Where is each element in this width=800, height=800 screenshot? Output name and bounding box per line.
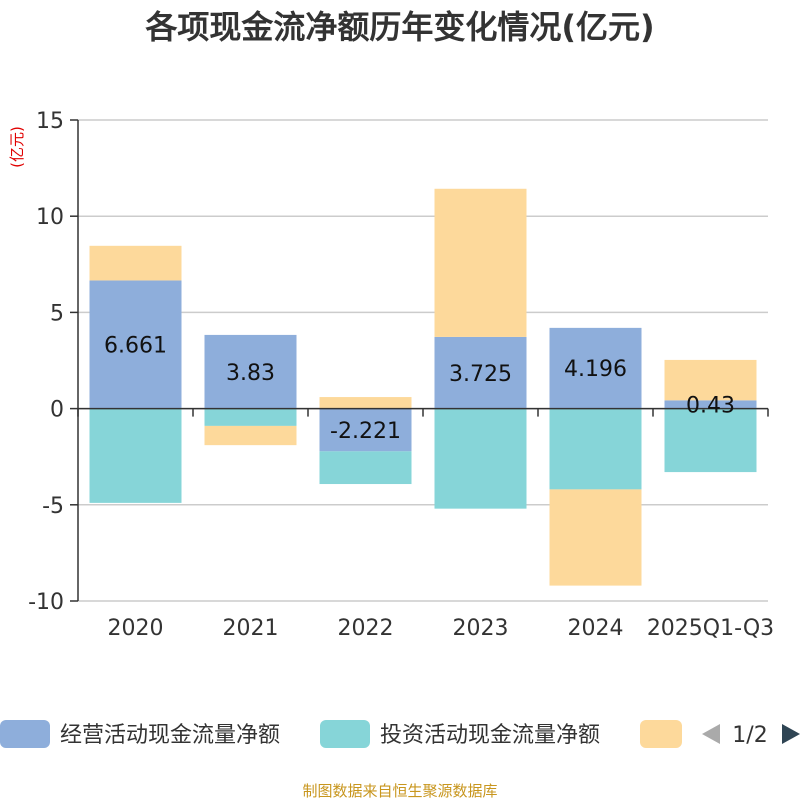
- bar-2024-series-1: [549, 408, 642, 490]
- bar-2021-series-0: [204, 334, 297, 409]
- x-category-label: 2022: [338, 616, 394, 641]
- bar-2021-series-1: [204, 408, 297, 426]
- bar-2020-series-2: [89, 245, 182, 281]
- y-tick-label: 0: [50, 398, 64, 423]
- data-label-2025Q1-Q3: 0.43: [686, 393, 735, 418]
- y-tick-label: 5: [50, 301, 64, 326]
- legend-page-indicator: 1/2: [732, 723, 767, 748]
- x-category-label: 2020: [108, 616, 164, 641]
- bar-2022-series-0: [319, 408, 412, 452]
- bar-2025Q1-Q3-series-0: [664, 400, 757, 409]
- legend-swatch-operating[interactable]: [0, 720, 50, 748]
- legend: 经营活动现金流量净额 投资活动现金流量净额 1/2: [0, 720, 800, 748]
- y-tick-label: 15: [36, 109, 64, 134]
- data-label-2020: 6.661: [104, 334, 167, 359]
- triangle-right-icon[interactable]: [782, 724, 800, 744]
- legend-swatch-investing[interactable]: [320, 720, 370, 748]
- bar-2023-series-1: [434, 408, 527, 509]
- bar-2023-series-0: [434, 336, 527, 409]
- legend-label-operating[interactable]: 经营活动现金流量净额: [60, 723, 280, 748]
- x-category-label: 2024: [568, 616, 624, 641]
- x-category-label: 2021: [223, 616, 279, 641]
- x-category-label: 2025Q1-Q3: [647, 616, 774, 641]
- bar-2024-series-2: [549, 489, 642, 586]
- axes: 15 10 5 0 -5 -10 2020 2021 2022 2023 2024 2025Q1-Q3: [28, 109, 774, 641]
- bar-group: [89, 188, 757, 586]
- chart-title: 各项现金流净额历年变化情况(亿元): [145, 8, 654, 46]
- bar-2020-series-0: [89, 280, 182, 409]
- bar-2024-series-0: [549, 327, 642, 409]
- legend-swatch-financing[interactable]: [640, 720, 682, 748]
- bar-2022-series-2: [319, 397, 412, 409]
- bar-2021-series-2: [204, 425, 297, 446]
- data-label-2021: 3.83: [226, 361, 275, 386]
- data-labels: 6.661 3.83 -2.221 3.725 4.196 0.43: [104, 334, 735, 444]
- bar-2022-series-1: [319, 451, 412, 485]
- bar-2025Q1-Q3-series-1: [664, 408, 757, 473]
- data-source-note: 制图数据来自恒生聚源数据库: [302, 782, 497, 800]
- legend-label-investing[interactable]: 投资活动现金流量净额: [380, 723, 600, 748]
- bar-2023-series-2: [434, 188, 527, 337]
- data-label-2022: -2.221: [330, 419, 401, 444]
- y-tick-label: 10: [36, 205, 64, 230]
- triangle-left-icon[interactable]: [702, 724, 720, 744]
- bar-2025Q1-Q3-series-2: [664, 359, 757, 401]
- y-tick-label: -10: [28, 590, 64, 615]
- data-label-2024: 4.196: [564, 357, 627, 382]
- y-tick-label: -5: [42, 494, 64, 519]
- x-category-label: 2023: [453, 616, 509, 641]
- data-label-2023: 3.725: [449, 362, 512, 387]
- bar-2020-series-1: [89, 408, 182, 503]
- y-axis-unit-label: (亿元): [8, 126, 26, 168]
